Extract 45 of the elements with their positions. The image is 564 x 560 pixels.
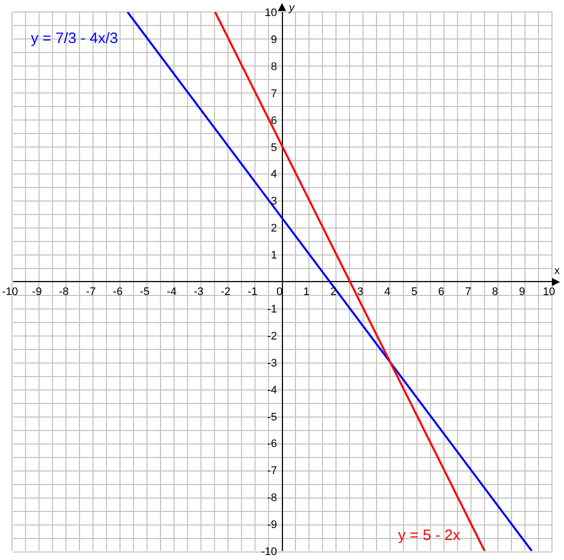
x-tick-label: -1 xyxy=(248,286,258,298)
y-tick-label: -1 xyxy=(267,303,277,316)
x-tick-label: 9 xyxy=(518,286,526,298)
x-tick-label: 0 xyxy=(276,286,283,298)
x-axis-title: x xyxy=(554,265,560,277)
x-tick-label: 5 xyxy=(411,286,418,298)
x-tick-label: 7 xyxy=(465,286,472,298)
y-tick-label: 6 xyxy=(270,114,277,127)
y-tick-label: -2 xyxy=(267,330,277,342)
y-tick-label: 2 xyxy=(270,222,277,235)
x-tick-label: -7 xyxy=(86,286,96,298)
x-tick-label: -8 xyxy=(59,286,69,298)
y-tick-label: -6 xyxy=(267,438,277,450)
y-tick-label: 9 xyxy=(270,34,277,46)
y-tick-label: -9 xyxy=(267,519,277,532)
x-tick-label: 1 xyxy=(303,286,310,298)
y-tick-label: -3 xyxy=(267,357,277,370)
y-tick-label: 7 xyxy=(270,88,277,100)
y-tick-label: 4 xyxy=(270,168,277,181)
x-tick-label: 2 xyxy=(330,286,336,298)
y-tick-label: 1 xyxy=(270,250,277,262)
x-tick-label: -5 xyxy=(140,286,150,298)
x-tick-label: 10 xyxy=(542,286,556,298)
y-tick-label: -4 xyxy=(267,384,277,396)
x-tick-label: 6 xyxy=(438,286,444,298)
x-tick-label: -2 xyxy=(220,286,230,298)
x-tick-label: 8 xyxy=(492,286,498,298)
y-axis-title: y xyxy=(288,2,296,14)
x-tick-label: -10 xyxy=(2,286,18,298)
x-tick-label: -4 xyxy=(166,286,177,298)
series-label: y = 7/3 - 4x/3 xyxy=(30,30,118,48)
x-tick-label: 3 xyxy=(357,286,364,298)
x-tick-label: -6 xyxy=(112,286,123,298)
y-tick-label: 3 xyxy=(270,196,277,208)
y-tick-label: -7 xyxy=(267,465,277,478)
x-tick-label: 4 xyxy=(384,286,390,298)
y-tick-label: -10 xyxy=(261,546,277,558)
x-tick-label: -3 xyxy=(194,286,204,298)
x-tick-label: -9 xyxy=(32,286,42,298)
y-tick-label: 10 xyxy=(264,7,277,19)
y-tick-label: -8 xyxy=(267,492,277,504)
y-tick-label: 5 xyxy=(270,142,277,154)
series-label: y = 5 - 2x xyxy=(398,526,461,544)
y-tick-label: 8 xyxy=(270,60,277,73)
y-tick-label: -5 xyxy=(267,411,277,424)
